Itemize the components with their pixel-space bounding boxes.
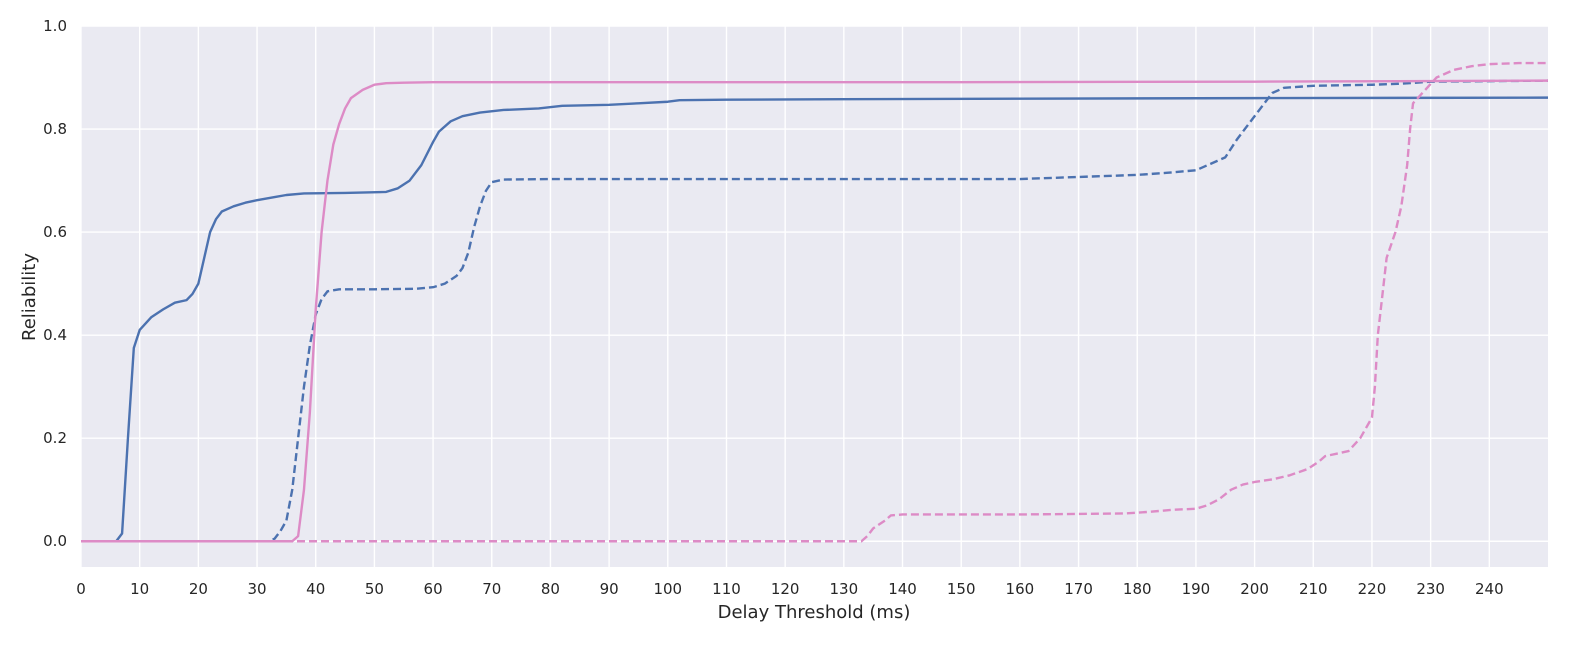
y-tick-label: 0.4 (43, 326, 67, 344)
series-line-1-solid (81, 96, 1549, 543)
x-tick-label: 10 (130, 580, 149, 598)
x-tick-label: 210 (1299, 580, 1328, 598)
x-tick-label: 190 (1182, 580, 1211, 598)
plot-background (81, 26, 1548, 567)
x-tick-label: 240 (1475, 580, 1504, 598)
x-tick-label: 100 (653, 580, 682, 598)
y-tick-label: 1.0 (43, 17, 67, 35)
x-tick-label: 180 (1123, 580, 1152, 598)
x-tick-label: 130 (830, 580, 859, 598)
x-tick-label: 170 (1064, 580, 1093, 598)
series-line-2-dashed (81, 79, 1549, 543)
x-tick-label: 60 (424, 580, 443, 598)
x-tick-label: 150 (947, 580, 976, 598)
x-tick-label: 120 (771, 580, 800, 598)
y-tick-label: 0.2 (43, 429, 67, 447)
x-tick-label: 40 (306, 580, 325, 598)
x-tick-label: 20 (189, 580, 208, 598)
series-line-4-dashed (81, 61, 1548, 543)
x-tick-label: 200 (1240, 580, 1269, 598)
grid-lines (80, 25, 1548, 567)
x-tick-label: 230 (1416, 580, 1445, 598)
series-layer (81, 61, 1549, 543)
x-tick-label: 0 (76, 580, 86, 598)
x-tick-label: 50 (365, 580, 384, 598)
x-tick-label: 80 (541, 580, 560, 598)
x-axis-label: Delay Threshold (ms) (718, 602, 911, 623)
x-tick-label: 30 (247, 580, 266, 598)
x-tick-label: 160 (1006, 580, 1035, 598)
x-tick-labels: 0 10 20 30 40 50 60 70 80 90 100 110 120 130 140 150 160… (76, 580, 1503, 598)
y-tick-label: 0.6 (43, 223, 67, 241)
y-tick-label: 0.8 (43, 120, 67, 138)
x-tick-label: 140 (888, 580, 917, 598)
x-tick-label: 110 (712, 580, 741, 598)
x-tick-label: 90 (600, 580, 619, 598)
x-tick-label: 220 (1358, 580, 1387, 598)
x-tick-label: 70 (482, 580, 501, 598)
series-line-3-solid (81, 79, 1549, 543)
y-tick-label: 0.0 (43, 532, 67, 550)
y-tick-labels: 0.0 0.2 0.4 0.6 0.8 1.0 (43, 17, 67, 550)
y-axis-label: Reliability (19, 253, 40, 341)
